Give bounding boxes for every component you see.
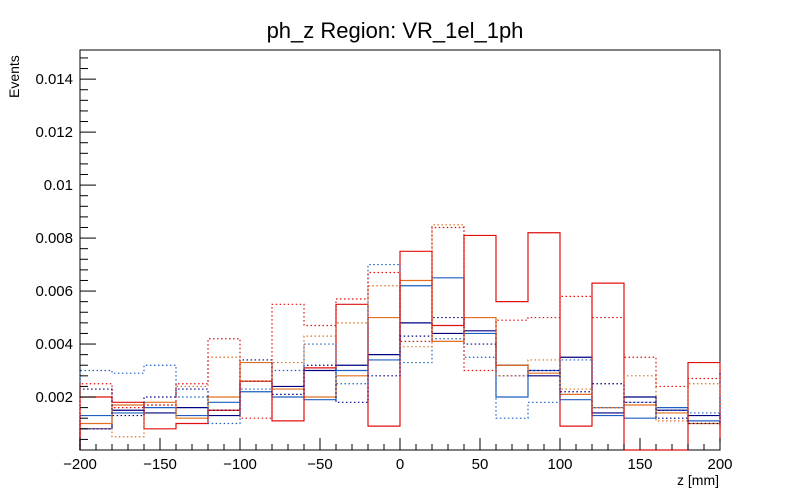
- x-tick-label: 50: [472, 456, 489, 473]
- x-tick-label: −100: [223, 456, 257, 473]
- x-axis-label: z [mm]: [677, 472, 719, 488]
- x-tick-label: 0: [396, 456, 404, 473]
- series-layer: [79, 224, 721, 451]
- x-tick-label: −200: [63, 456, 97, 473]
- series-7-histogram: [79, 226, 721, 450]
- x-tick-label: −150: [143, 456, 177, 473]
- series-3-histogram: [79, 232, 721, 451]
- y-tick-label: 0.014: [35, 71, 73, 88]
- y-axis-label: Events: [6, 55, 22, 98]
- y-tick-label: 0.006: [35, 283, 73, 300]
- series-4-histogram: [79, 316, 721, 450]
- y-tick-label: 0.01: [44, 177, 73, 194]
- chart-title: ph_z Region: VR_1el_1ph: [267, 18, 524, 43]
- series-5-histogram: [79, 263, 721, 450]
- x-tick-label: −50: [307, 456, 332, 473]
- x-tick-label: 150: [627, 456, 652, 473]
- y-tick-label: 0.004: [35, 336, 73, 353]
- y-tick-label: 0.002: [35, 389, 73, 406]
- x-tick-label: 200: [707, 456, 732, 473]
- axis-layer: −200 −150 −100 −50 0 50 100 150 200 0.002 0.004 0.0…: [35, 57, 733, 473]
- y-tick-label: 0.012: [35, 124, 73, 141]
- x-tick-label: 100: [547, 456, 572, 473]
- y-tick-label: 0.008: [35, 230, 73, 247]
